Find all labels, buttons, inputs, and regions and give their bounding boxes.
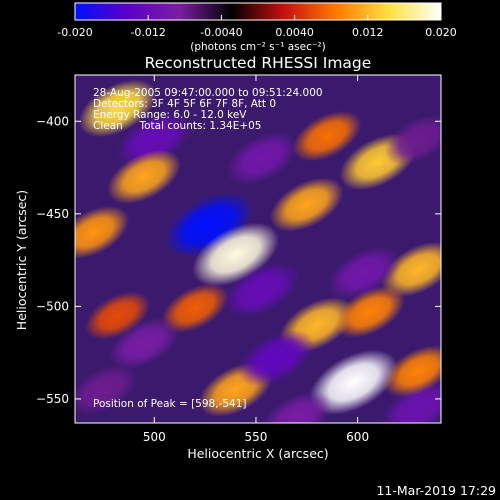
emission-blob (161, 283, 229, 333)
colorbar-tick-label: -0.0040 (200, 26, 242, 39)
plot-frame (74, 74, 442, 424)
negative-blob (226, 131, 298, 185)
emission-blob (383, 345, 441, 397)
x-axis-ticks: 500 550 600 (143, 75, 369, 444)
heatmap-image (75, 79, 441, 423)
emission-blob (85, 291, 151, 340)
x-axis-label: Heliocentric X (arcsec) (187, 446, 328, 461)
emission-blob (270, 177, 344, 232)
colorbar-unit-label: (photons cm⁻² s⁻¹ asec⁻²) (190, 41, 325, 53)
emission-blob (292, 110, 362, 162)
x-tick-label: 500 (143, 430, 166, 444)
y-tick-label: −450 (36, 207, 69, 221)
annotation-detectors: Detectors: 3F 4F 5F 6F 7F 8F, Att 0 (93, 98, 276, 110)
chart-title: Reconstructed RHESSI Image (145, 54, 372, 72)
emission-blob (381, 241, 441, 297)
emission-blob (334, 286, 405, 338)
negative-blob (261, 391, 332, 423)
annotation-clean-counts: Clean Total counts: 1.34E+05 (93, 120, 262, 132)
emission-blob (78, 79, 157, 138)
emission-blob (309, 349, 398, 415)
negative-blob (327, 246, 400, 300)
y-tick-label: −500 (36, 299, 69, 313)
colorbar-tick-label: -0.020 (57, 26, 92, 39)
footer-timestamp: 11-Mar-2019 17:29 (376, 483, 496, 498)
colorbar: -0.020 -0.012 -0.0040 0.0040 0.012 0.020 (pho… (57, 2, 457, 53)
negative-blob (75, 364, 138, 415)
colorbar-tick-label: 0.020 (425, 26, 457, 39)
emission-blob (107, 149, 181, 204)
annotation-energy-range: Energy Range: 6.0 - 12.0 keV (93, 109, 247, 121)
y-axis-ticks: −400 −450 −500 −550 (36, 114, 441, 406)
negative-blob (224, 262, 300, 318)
colorbar-tick-label: -0.012 (130, 26, 165, 39)
colorbar-tick-label: 0.0040 (275, 26, 314, 39)
y-axis-label: Heliocentric Y (arcsec) (14, 190, 29, 330)
y-tick-label: −400 (36, 114, 69, 128)
y-tick-label: −550 (36, 392, 69, 406)
peak-position-label: Position of Peak = [598,-541] (93, 398, 247, 410)
x-tick-label: 550 (245, 430, 268, 444)
negative-blob (384, 114, 441, 165)
colorbar-gradient (74, 2, 442, 21)
negative-blob (237, 330, 315, 387)
colorbar-tick-label: 0.012 (352, 26, 384, 39)
x-tick-label: 600 (346, 430, 369, 444)
plot-area (74, 74, 442, 424)
annotation-block: 28-Aug-2005 09:47:00.000 to 09:51:24.000… (93, 87, 323, 132)
annotation-time-range: 28-Aug-2005 09:47:00.000 to 09:51:24.000 (93, 87, 323, 99)
colorbar-ticks: -0.020 -0.012 -0.0040 0.0040 0.012 0.020 (57, 15, 457, 39)
